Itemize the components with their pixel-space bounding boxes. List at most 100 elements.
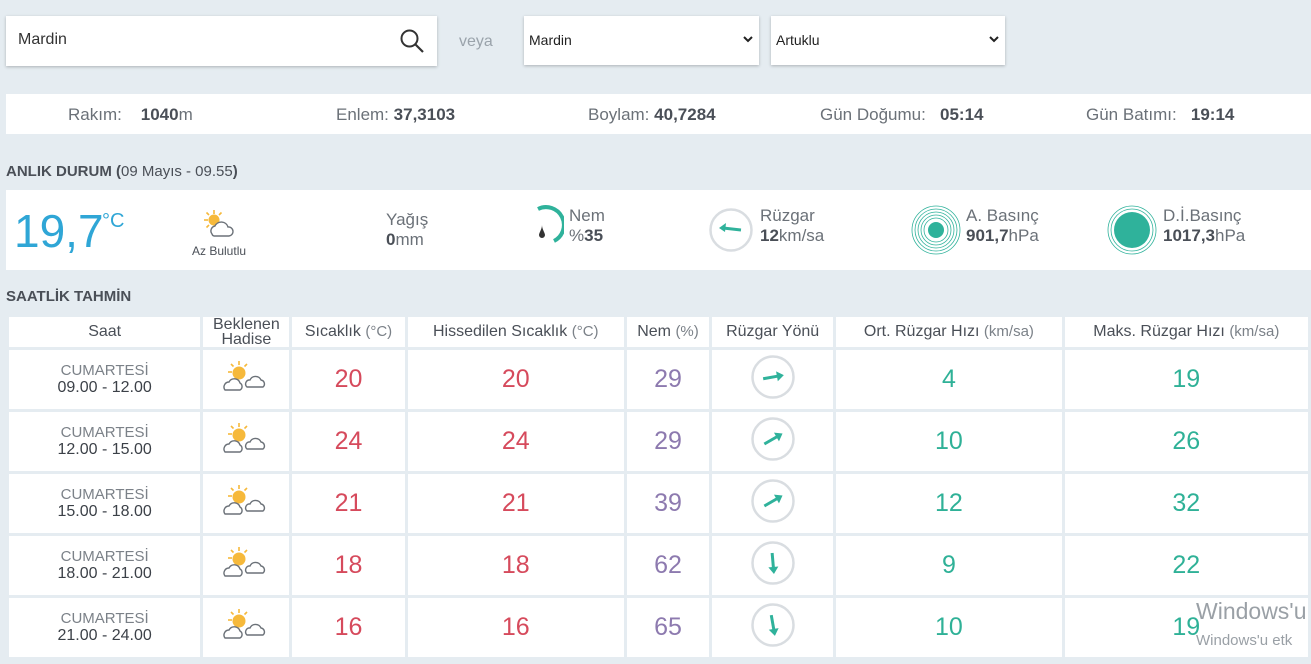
temperature-value: 16 xyxy=(334,613,363,641)
max-wind-value: 22 xyxy=(1172,551,1201,579)
feels-like-cell: 18 xyxy=(407,536,624,595)
header-wind-direction: Rüzgar Yönü xyxy=(712,317,834,347)
windows-activation-watermark-sub: Windows'u etk xyxy=(1196,632,1293,649)
avg-wind-cell: 9 xyxy=(836,536,1062,595)
time-cell: CUMARTESİ 15.00 - 18.00 xyxy=(9,474,201,533)
humidity-cell: 39 xyxy=(626,474,710,533)
feels-like-value: 24 xyxy=(501,427,530,455)
altitude-info: Rakım: 1040m xyxy=(68,105,193,124)
table-row: CUMARTESİ 21.00 - 24.00 16 16 65 10 19 xyxy=(9,598,1308,657)
avg-wind-cell: 10 xyxy=(836,412,1062,471)
temperature-value: 24 xyxy=(334,427,363,455)
hours-label: 21.00 - 24.00 xyxy=(57,627,152,644)
table-row: CUMARTESİ 12.00 - 15.00 24 24 29 10 26 xyxy=(9,412,1308,471)
temperature-value: 20 xyxy=(334,365,363,393)
wind-direction-icon xyxy=(709,208,753,252)
province-select-value: Mardin xyxy=(529,32,572,48)
time-cell: CUMARTESİ 18.00 - 21.00 xyxy=(9,536,201,595)
time-cell: CUMARTESİ 12.00 - 15.00 xyxy=(9,412,201,471)
sunset-info: Gün Batımı: 19:14 xyxy=(1086,105,1235,124)
condition-cell xyxy=(203,350,290,409)
pressure-icon xyxy=(911,205,961,255)
feels-like-value: 20 xyxy=(501,365,530,393)
humidity-value: 29 xyxy=(654,427,682,455)
max-wind-cell: 19 xyxy=(1064,598,1308,657)
temperature-cell: 24 xyxy=(292,412,405,471)
pressure-block: A. Basınç 901,7hPa xyxy=(966,206,1039,245)
wind-direction-cell xyxy=(712,536,834,595)
wind-direction-cell xyxy=(712,598,834,657)
condition-cell xyxy=(203,536,290,595)
wind-direction-cell xyxy=(712,350,834,409)
day-label: CUMARTESİ xyxy=(60,362,149,379)
humidity-value: 62 xyxy=(654,551,682,579)
current-conditions-panel: 19,7 °C Az Bulutlu Yağış 0mm Nem %35 Rüz… xyxy=(6,190,1311,270)
temperature-cell: 16 xyxy=(292,598,405,657)
header-avg-wind: Ort. Rüzgar Hızı (km/sa) xyxy=(836,317,1062,347)
feels-like-cell: 20 xyxy=(407,350,624,409)
wind-direction-cell xyxy=(712,412,834,471)
humidity-cell: 29 xyxy=(626,412,710,471)
feels-like-cell: 24 xyxy=(407,412,624,471)
hourly-forecast-table: Saat Beklenen Hadise Sıcaklık (°C) Hisse… xyxy=(6,314,1311,660)
avg-wind-cell: 4 xyxy=(836,350,1062,409)
pressure-label: A. Basınç xyxy=(966,206,1039,225)
header-time: Saat xyxy=(9,317,201,347)
search-icon[interactable] xyxy=(399,28,425,54)
precipitation-block: Yağış 0mm xyxy=(386,210,429,249)
feels-like-value: 18 xyxy=(501,551,530,579)
avg-wind-value: 4 xyxy=(941,365,956,393)
condition-cell xyxy=(203,598,290,657)
avg-wind-value: 10 xyxy=(935,427,963,455)
district-select[interactable]: Artuklu xyxy=(771,16,1005,65)
wind-direction-icon xyxy=(750,541,795,585)
avg-wind-value: 12 xyxy=(935,489,963,517)
district-select-value: Artuklu xyxy=(776,32,820,48)
chevron-down-icon xyxy=(743,36,753,43)
precipitation-label: Yağış xyxy=(386,210,429,229)
wind-direction-cell xyxy=(712,474,834,533)
partly-cloudy-icon xyxy=(223,423,266,453)
temperature-cell: 20 xyxy=(292,350,405,409)
partly-cloudy-icon xyxy=(223,609,266,639)
hours-label: 18.00 - 21.00 xyxy=(57,565,152,582)
max-wind-cell: 26 xyxy=(1064,412,1308,471)
temperature-value: 18 xyxy=(334,551,363,579)
humidity-value: 39 xyxy=(654,489,682,517)
max-wind-value: 19 xyxy=(1172,365,1201,393)
current-temperature: 19,7 xyxy=(14,205,104,257)
time-cell: CUMARTESİ 21.00 - 24.00 xyxy=(9,598,201,657)
partly-cloudy-icon xyxy=(223,547,266,577)
header-temperature: Sıcaklık (°C) xyxy=(292,317,405,347)
wind-label: Rüzgar xyxy=(760,206,815,225)
location-search-input[interactable] xyxy=(16,30,390,50)
max-wind-cell: 32 xyxy=(1064,474,1308,533)
current-condition-label: Az Bulutlu xyxy=(192,244,247,258)
location-search-box[interactable] xyxy=(6,16,437,66)
province-select[interactable]: Mardin xyxy=(524,16,759,65)
windows-activation-watermark: Windows'u xyxy=(1196,598,1307,624)
sea-pressure-block: D.İ.Basınç 1017,3hPa xyxy=(1163,206,1246,245)
chevron-down-icon xyxy=(989,36,999,43)
day-label: CUMARTESİ xyxy=(60,548,149,565)
day-label: CUMARTESİ xyxy=(60,610,149,627)
sea-pressure-label: D.İ.Basınç xyxy=(1163,206,1242,225)
hours-label: 12.00 - 15.00 xyxy=(57,441,152,458)
header-feels-like: Hissedilen Sıcaklık (°C) xyxy=(407,317,624,347)
longitude-info: Boylam: 40,7284 xyxy=(588,105,716,124)
humidity-cell: 65 xyxy=(626,598,710,657)
max-wind-value: 26 xyxy=(1172,427,1201,455)
avg-wind-cell: 12 xyxy=(836,474,1062,533)
table-header-row: Saat Beklenen Hadise Sıcaklık (°C) Hisse… xyxy=(9,317,1308,348)
table-row: CUMARTESİ 15.00 - 18.00 21 21 39 12 32 xyxy=(9,474,1308,533)
hours-label: 15.00 - 18.00 xyxy=(57,503,152,520)
humidity-value: 65 xyxy=(654,613,682,641)
wind-direction-icon xyxy=(750,479,795,523)
avg-wind-value: 10 xyxy=(935,613,963,641)
hourly-forecast-title: SAATLİK TAHMİN xyxy=(6,288,132,305)
hours-label: 09.00 - 12.00 xyxy=(57,379,152,396)
avg-wind-cell: 10 xyxy=(836,598,1062,657)
condition-cell xyxy=(203,412,290,471)
sunrise-info: Gün Doğumu: 05:14 xyxy=(820,105,984,124)
humidity-gauge-icon xyxy=(537,205,564,243)
